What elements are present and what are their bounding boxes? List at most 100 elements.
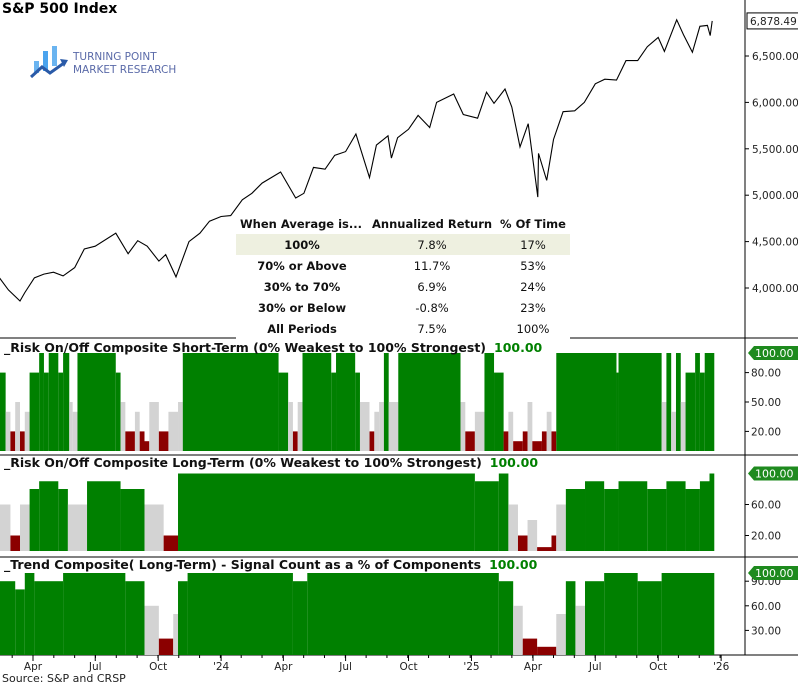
composite-bar: [120, 402, 126, 451]
x-tick-label: Jul: [338, 661, 352, 673]
table-cell: 23%: [520, 300, 546, 315]
panel-last-value-badge: [748, 566, 798, 580]
composite-bar: [585, 581, 605, 655]
composite-bar: [618, 481, 648, 551]
header-cell: When Average is...: [240, 217, 363, 231]
x-tick-label: Oct: [149, 661, 167, 673]
composite-bar: [297, 402, 303, 451]
source-note: Source: S&P and CRSP: [2, 672, 126, 685]
composite-bar: [661, 573, 715, 655]
composite-bar: [24, 573, 35, 655]
x-tick-label: Apr: [274, 661, 293, 673]
header-cell: Annualized Return: [372, 217, 493, 231]
composite-bar: [58, 489, 68, 551]
y-tick-label: 4,500.00: [752, 237, 798, 249]
composite-bar: [498, 473, 509, 551]
table-cell: 30% or Below: [257, 300, 347, 315]
composite-bar: [307, 573, 499, 655]
composite-bar: [503, 431, 509, 451]
table-cell: 100%: [284, 237, 320, 252]
composite-bar: [58, 372, 64, 451]
y-tick-label: 60.00: [751, 500, 781, 512]
composite-bar: [374, 411, 380, 451]
composite-bar: [666, 353, 672, 451]
logo-line2: MARKET RESEARCH: [73, 64, 177, 76]
table-cell: 7.8%: [417, 237, 447, 252]
composite-bar: [537, 646, 557, 655]
composite-bar: [522, 431, 528, 451]
composite-bar: [541, 431, 547, 451]
composite-bar: [15, 589, 25, 655]
composite-bar: [551, 431, 557, 451]
composite-bar: [288, 402, 293, 451]
panel-last-value-badge-label: 100.00: [755, 567, 794, 580]
composite-bar: [465, 431, 475, 451]
last-price-label: 6,878.49: [750, 16, 797, 28]
composite-bar: [704, 353, 715, 451]
composite-bar: [87, 481, 121, 551]
price-line: [0, 18, 713, 302]
composite-bar: [508, 411, 514, 451]
composite-bar: [292, 581, 308, 655]
composite-bar: [144, 605, 159, 655]
composite-bar: [120, 489, 145, 551]
composite-bar: [331, 372, 337, 451]
composite-bar: [77, 353, 116, 451]
composite-bar: [15, 402, 21, 451]
composite-bar: [144, 504, 164, 551]
panel-title: _Risk On/Off Composite Long-Term (0% Wea…: [4, 455, 482, 471]
composite-bar: [565, 489, 586, 551]
composite-bar: [474, 411, 485, 451]
composite-bar: [0, 372, 6, 451]
table-row: 30% to 70% 6.9% 24%: [236, 276, 570, 297]
composite-bar: [5, 411, 11, 451]
composite-bar: [20, 504, 30, 551]
chart-title: S&P 500 Index: [2, 1, 118, 17]
composite-bar: [178, 581, 188, 655]
y-tick-label: 5,500.00: [752, 144, 798, 156]
composite-bar: [20, 431, 25, 451]
composite-bar: [158, 431, 169, 451]
y-tick-label: 20.00: [751, 531, 781, 543]
composite-bar: [158, 638, 174, 655]
composite-bar: [182, 353, 279, 451]
composite-bar: [685, 489, 700, 551]
table-cell: -0.8%: [415, 300, 449, 315]
composite-bar: [379, 402, 384, 451]
composite-bar: [527, 520, 538, 551]
composite-bar: [513, 441, 523, 451]
composite-bar: [0, 581, 16, 655]
table-cell: 53%: [520, 258, 546, 273]
composite-bar: [388, 402, 399, 451]
composite-bar: [134, 411, 140, 451]
composite-bar: [709, 473, 715, 551]
composite-bar: [484, 353, 495, 451]
y-tick-label: 80.00: [751, 368, 781, 380]
table-cell: 100%: [516, 321, 550, 336]
composite-bar: [292, 431, 298, 451]
y-tick-label: 50.00: [751, 397, 781, 409]
table-cell: 6.9%: [417, 279, 447, 294]
composite-bar: [494, 372, 504, 451]
y-tick-label: 6,500.00: [752, 51, 798, 63]
x-tick-label: Oct: [399, 661, 417, 673]
table-row: 30% or Below -0.8% 23%: [236, 297, 570, 318]
table-cell: 30% to 70%: [263, 279, 341, 294]
composite-bar: [125, 581, 145, 655]
composite-bar: [537, 547, 552, 551]
composite-bar: [527, 402, 533, 451]
logo-chart-icon: [30, 46, 68, 79]
composite-bar: [474, 481, 499, 551]
table-header: When Average is... Annualized Return % O…: [236, 216, 570, 234]
composite-bar: [173, 614, 179, 655]
composite-bar: [556, 614, 566, 655]
table-cell: 11.7%: [413, 258, 451, 273]
table-cell: 24%: [520, 279, 546, 294]
panel-last-value-badge-label: 100.00: [755, 347, 794, 360]
panel-last-value: 100.00: [489, 557, 538, 572]
composite-bar: [575, 605, 586, 655]
composite-bar: [546, 411, 552, 451]
composite-bar: [647, 489, 667, 551]
y-tick-label: 30.00: [751, 625, 781, 637]
